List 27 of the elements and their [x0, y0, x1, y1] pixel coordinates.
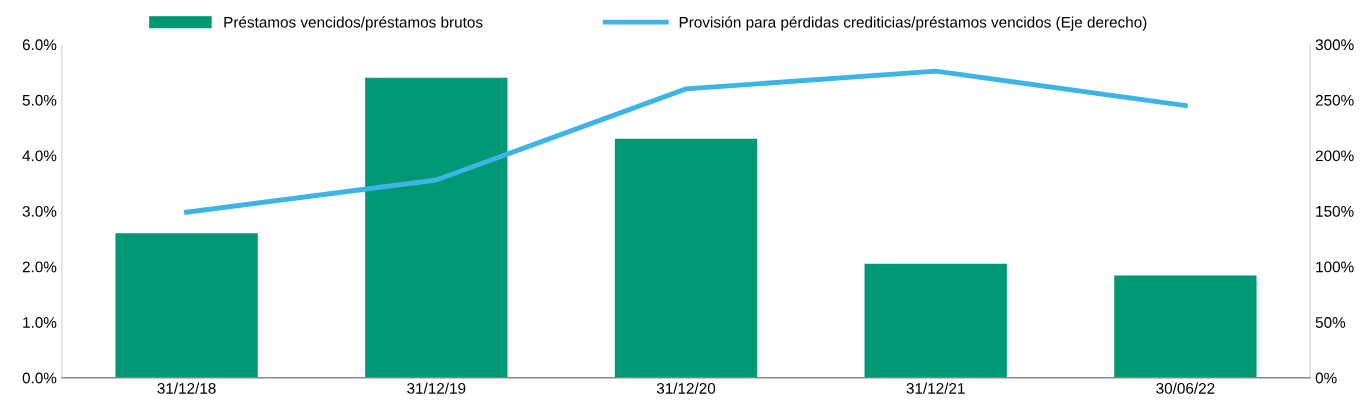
- bar: [365, 77, 508, 378]
- bar: [614, 138, 758, 378]
- x-tick-label: 31/12/21: [906, 382, 965, 394]
- y-tick-label: 0.0%: [22, 372, 57, 384]
- bar: [1114, 275, 1257, 378]
- y-tick-label: 1.0%: [23, 317, 57, 328]
- bar: [115, 233, 258, 378]
- y2-tick-label: 100%: [1316, 261, 1354, 273]
- bar: [864, 263, 1007, 378]
- y2-tick-label: 300%: [1315, 39, 1354, 51]
- y2-tick-label: 250%: [1315, 94, 1354, 106]
- y-tick-label: 4.0%: [22, 150, 57, 162]
- line-series: [184, 68, 1188, 215]
- y2-tick-label: 150%: [1316, 205, 1354, 217]
- x-tick-label: 30/06/22: [1156, 382, 1215, 394]
- legend-label: Préstamos vencidos/préstamos brutos: [224, 16, 483, 31]
- legend-label: Provisión para pérdidas crediticias/préstamos vencidos (Eje derecho): [679, 16, 1147, 31]
- y-tick-label: 2.0%: [22, 261, 57, 273]
- y2-tick-label: 0%: [1315, 372, 1337, 384]
- y-tick-label: 3.0%: [22, 205, 57, 217]
- y2-tick-label: 200%: [1315, 150, 1354, 162]
- y2-tick-label: 50%: [1315, 317, 1346, 328]
- x-tick-label: 31/12/20: [656, 382, 716, 394]
- x-tick-label: 31/12/18: [157, 382, 216, 394]
- y-tick-label: 5.0%: [22, 94, 57, 106]
- x-tick-label: 31/12/19: [407, 382, 466, 394]
- y-tick-label: 6.0%: [22, 39, 57, 51]
